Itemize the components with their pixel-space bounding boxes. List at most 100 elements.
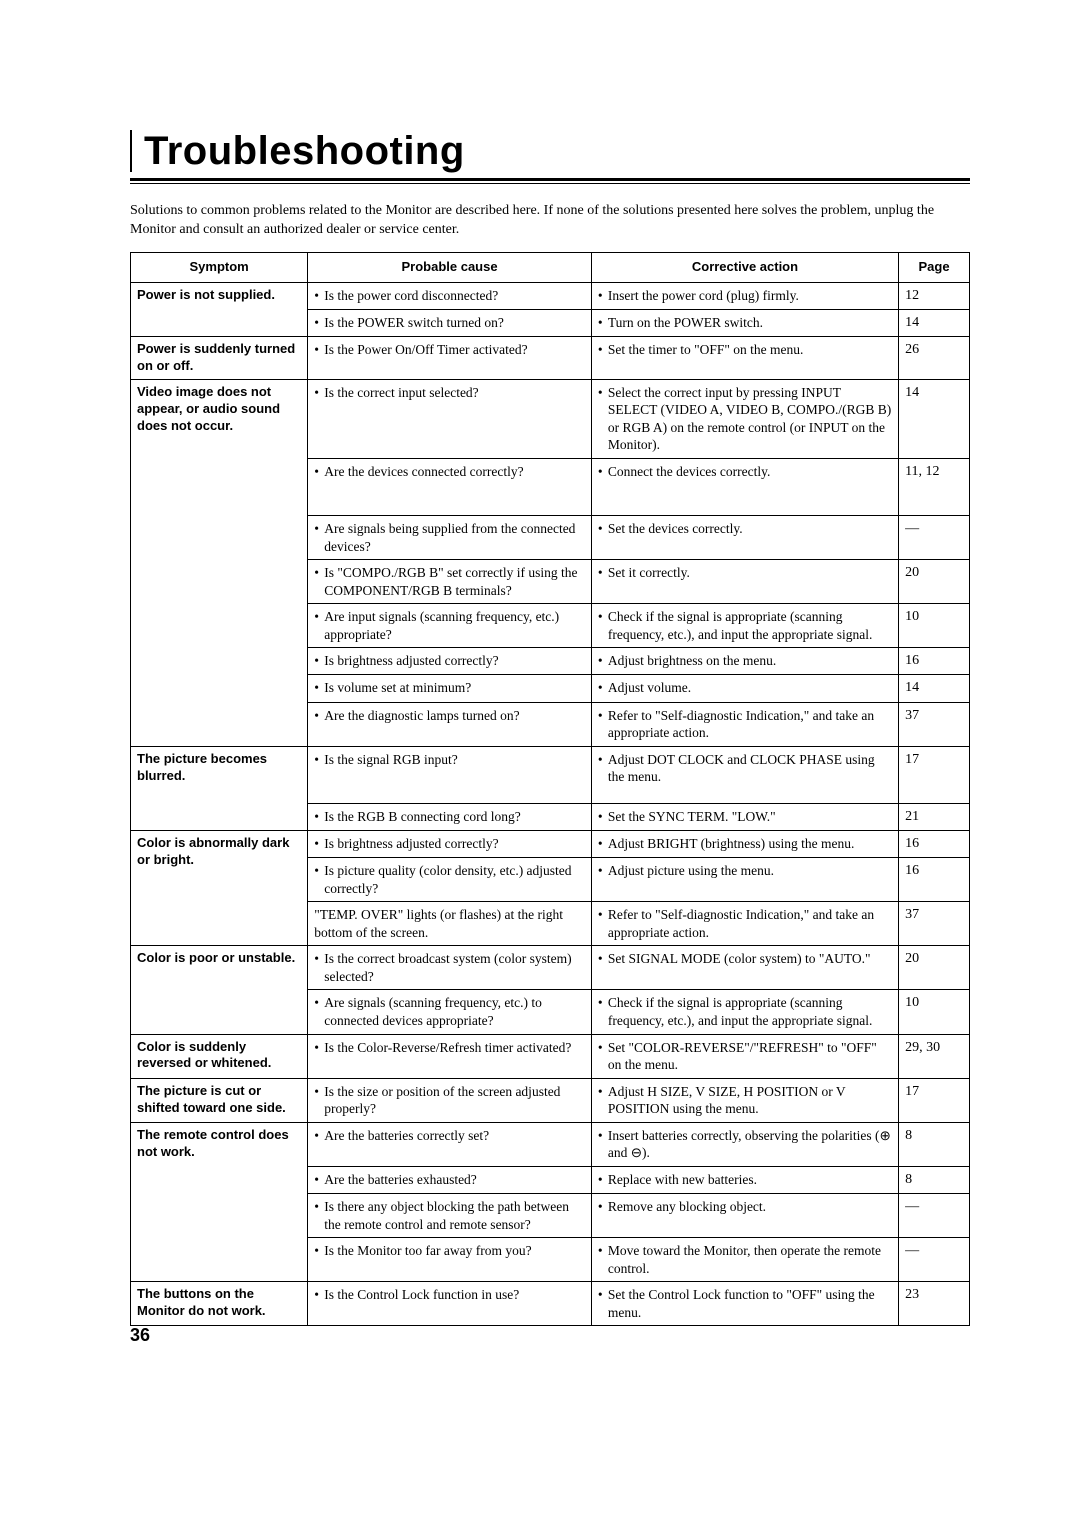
action-text: Set the devices correctly. xyxy=(598,520,892,538)
page-cell: 16 xyxy=(899,858,970,902)
action-cell: Adjust BRIGHT (brightness) using the men… xyxy=(591,830,898,857)
cause-cell: "TEMP. OVER" lights (or flashes) at the … xyxy=(308,902,592,946)
table-row: Color is abnormally dark or bright.Is br… xyxy=(131,830,970,857)
cause-cell: Is the POWER switch turned on? xyxy=(308,309,592,336)
cause-text: Is brightness adjusted correctly? xyxy=(314,835,585,853)
cause-cell: Is the RGB B connecting cord long? xyxy=(308,803,592,830)
symptom-cell: The picture becomes blurred. xyxy=(131,746,308,830)
action-cell: Refer to "Self-diagnostic Indication," a… xyxy=(591,702,898,746)
cause-text: Is the power cord disconnected? xyxy=(314,287,585,305)
action-text: Replace with new batteries. xyxy=(598,1171,892,1189)
action-text: Refer to "Self-diagnostic Indication," a… xyxy=(598,707,892,742)
cause-text: Is volume set at minimum? xyxy=(314,679,585,697)
action-cell: Set it correctly. xyxy=(591,560,898,604)
cause-cell: Is the power cord disconnected? xyxy=(308,282,592,309)
symptom-cell: The remote control does not work. xyxy=(131,1122,308,1281)
cause-cell: Is the Control Lock function in use? xyxy=(308,1282,592,1326)
cause-cell: Is the signal RGB input? xyxy=(308,746,592,803)
cause-cell: Is the Power On/Off Timer activated? xyxy=(308,337,592,380)
action-cell: Set the Control Lock function to "OFF" u… xyxy=(591,1282,898,1326)
cause-cell: Is the Monitor too far away from you? xyxy=(308,1238,592,1282)
action-cell: Adjust volume. xyxy=(591,675,898,702)
table-header-row: Symptom Probable cause Corrective action… xyxy=(131,252,970,282)
cause-cell: Are signals (scanning frequency, etc.) t… xyxy=(308,990,592,1034)
action-text: Remove any blocking object. xyxy=(598,1198,892,1216)
page-cell: 21 xyxy=(899,803,970,830)
cause-text: Is the RGB B connecting cord long? xyxy=(314,808,585,826)
cause-text: Is the Monitor too far away from you? xyxy=(314,1242,585,1260)
cause-text: Is the Power On/Off Timer activated? xyxy=(314,341,585,359)
cause-text: Are signals being supplied from the conn… xyxy=(314,520,585,555)
page-cell: 16 xyxy=(899,648,970,675)
cause-cell: Are the batteries exhausted? xyxy=(308,1166,592,1193)
action-cell: Set "COLOR-REVERSE"/"REFRESH" to "OFF" o… xyxy=(591,1034,898,1078)
action-cell: Turn on the POWER switch. xyxy=(591,309,898,336)
cause-text: Is the correct input selected? xyxy=(314,384,585,402)
cause-cell: Is brightness adjusted correctly? xyxy=(308,830,592,857)
action-cell: Set the timer to "OFF" on the menu. xyxy=(591,337,898,380)
action-cell: Connect the devices correctly. xyxy=(591,459,898,516)
action-text: Check if the signal is appropriate (scan… xyxy=(598,608,892,643)
action-cell: Set the SYNC TERM. "LOW." xyxy=(591,803,898,830)
cause-text: Is picture quality (color density, etc.)… xyxy=(314,862,585,897)
symptom-cell: Video image does not appear, or audio so… xyxy=(131,379,308,746)
page-cell: 17 xyxy=(899,1078,970,1122)
cause-text: Is the correct broadcast system (color s… xyxy=(314,950,585,985)
page-cell: 26 xyxy=(899,337,970,380)
action-text: Set SIGNAL MODE (color system) to "AUTO.… xyxy=(598,950,892,968)
action-text: Move toward the Monitor, then operate th… xyxy=(598,1242,892,1277)
cause-text: Are signals (scanning frequency, etc.) t… xyxy=(314,994,585,1029)
troubleshooting-table: Symptom Probable cause Corrective action… xyxy=(130,252,970,1326)
cause-cell: Is "COMPO./RGB B" set correctly if using… xyxy=(308,560,592,604)
page-cell: 17 xyxy=(899,746,970,803)
action-cell: Select the correct input by pressing INP… xyxy=(591,379,898,458)
action-text: Set the Control Lock function to "OFF" u… xyxy=(598,1286,892,1321)
action-text: Select the correct input by pressing INP… xyxy=(598,384,892,454)
action-text: Insert batteries correctly, observing th… xyxy=(598,1127,892,1162)
page-cell: 20 xyxy=(899,560,970,604)
action-text: Adjust brightness on the menu. xyxy=(598,652,892,670)
page-cell: — xyxy=(899,1238,970,1282)
page-cell: 12 xyxy=(899,282,970,309)
table-row: Color is poor or unstable.Is the correct… xyxy=(131,946,970,990)
action-cell: Insert batteries correctly, observing th… xyxy=(591,1122,898,1166)
symptom-cell: Color is suddenly reversed or whitened. xyxy=(131,1034,308,1078)
action-cell: Set the devices correctly. xyxy=(591,516,898,560)
table-row: The buttons on the Monitor do not work.I… xyxy=(131,1282,970,1326)
title-wrap: Troubleshooting xyxy=(130,130,970,172)
table-row: Power is not supplied.Is the power cord … xyxy=(131,282,970,309)
page-cell: 10 xyxy=(899,604,970,648)
page-cell: 8 xyxy=(899,1122,970,1166)
cause-text: Is the signal RGB input? xyxy=(314,751,585,769)
cause-text: Are the batteries correctly set? xyxy=(314,1127,585,1145)
page-cell: 37 xyxy=(899,702,970,746)
action-text: Connect the devices correctly. xyxy=(598,463,892,481)
page-cell: 29, 30 xyxy=(899,1034,970,1078)
cause-cell: Is the correct input selected? xyxy=(308,379,592,458)
action-cell: Check if the signal is appropriate (scan… xyxy=(591,604,898,648)
action-text: Refer to "Self-diagnostic Indication," a… xyxy=(598,906,892,941)
action-text: Set the SYNC TERM. "LOW." xyxy=(598,808,892,826)
action-text: Adjust H SIZE, V SIZE, H POSITION or V P… xyxy=(598,1083,892,1118)
symptom-cell: The picture is cut or shifted toward one… xyxy=(131,1078,308,1122)
table-row: The remote control does not work.Are the… xyxy=(131,1122,970,1166)
action-text: Set it correctly. xyxy=(598,564,892,582)
cause-cell: Are signals being supplied from the conn… xyxy=(308,516,592,560)
table-row: The picture becomes blurred.Is the signa… xyxy=(131,746,970,803)
action-text: Set the timer to "OFF" on the menu. xyxy=(598,341,892,359)
th-cause: Probable cause xyxy=(308,252,592,282)
cause-cell: Is picture quality (color density, etc.)… xyxy=(308,858,592,902)
cause-cell: Are input signals (scanning frequency, e… xyxy=(308,604,592,648)
cause-cell: Is the Color-Reverse/Refresh timer activ… xyxy=(308,1034,592,1078)
cause-text: Is the POWER switch turned on? xyxy=(314,314,585,332)
rule-thin xyxy=(130,183,970,184)
action-cell: Adjust picture using the menu. xyxy=(591,858,898,902)
cause-cell: Are the batteries correctly set? xyxy=(308,1122,592,1166)
action-text: Turn on the POWER switch. xyxy=(598,314,892,332)
action-cell: Adjust H SIZE, V SIZE, H POSITION or V P… xyxy=(591,1078,898,1122)
page-cell: 8 xyxy=(899,1166,970,1193)
table-row: The picture is cut or shifted toward one… xyxy=(131,1078,970,1122)
page-cell: 37 xyxy=(899,902,970,946)
page-cell: — xyxy=(899,1193,970,1237)
symptom-cell: The buttons on the Monitor do not work. xyxy=(131,1282,308,1326)
